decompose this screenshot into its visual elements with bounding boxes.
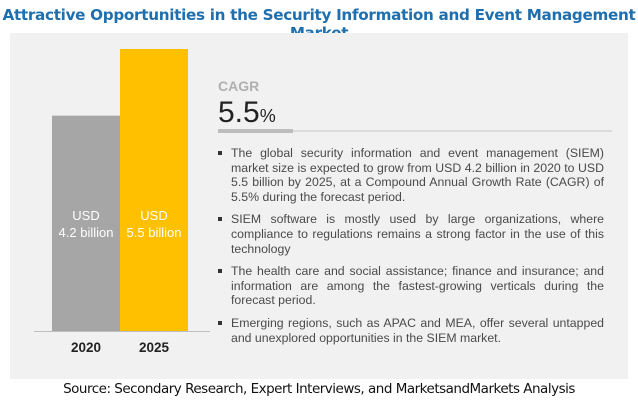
list-item: SIEM software is mostly used by large or… [218, 212, 604, 256]
bar-2020 [52, 115, 120, 332]
bullet-text: Emerging regions, such as APAC and MEA, … [231, 315, 604, 345]
list-item: The global security information and even… [218, 146, 604, 204]
bullet-icon [218, 217, 222, 222]
bar-2025 [120, 49, 188, 331]
bullet-icon [218, 320, 222, 325]
cagr-label: CAGR [218, 78, 260, 94]
list-item: The health care and social assistance; f… [218, 264, 604, 308]
x-tick-label: 2020 [70, 340, 102, 355]
bullet-icon [218, 269, 222, 274]
cagr-value: 5.5% [218, 96, 276, 130]
bar-value-label: USD 5.5 billion [120, 207, 188, 241]
cagr-number: 5.5 [218, 96, 260, 129]
bar-label-currency: USD [72, 208, 100, 223]
divider-line [218, 130, 612, 132]
cagr-unit: % [259, 106, 276, 126]
list-item: Emerging regions, such as APAC and MEA, … [218, 316, 604, 345]
x-tick-label: 2025 [138, 340, 170, 355]
bar-label-currency: USD [140, 208, 168, 223]
bar-label-amount: 5.5 billion [126, 225, 182, 240]
bullet-icon [218, 151, 222, 155]
key-findings-list: The global security information and even… [218, 146, 604, 353]
bullet-text: The global security information and even… [231, 146, 604, 204]
bar-label-amount: 4.2 billion [58, 225, 114, 240]
bar-value-label: USD 4.2 billion [52, 207, 120, 241]
bullet-text: SIEM software is mostly used by large or… [231, 212, 604, 256]
source-note: Source: Secondary Research, Expert Inter… [63, 381, 575, 397]
bullet-text: The health care and social assistance; f… [231, 264, 604, 308]
divider-accent [218, 129, 293, 133]
